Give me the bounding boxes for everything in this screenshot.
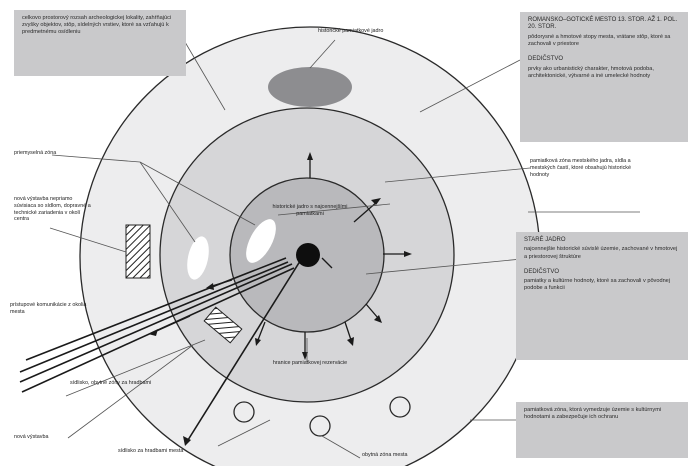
arrow-lower-left [151, 315, 191, 334]
label-left-mid: nová výstavba nepriamo súvisiaca so sídl… [14, 196, 91, 223]
box-bottom-right: pamiatková zóna, ktorá vymedzuje územie … [516, 402, 688, 458]
label-arrows-in: prístupové komunikácie z okolia mesta [10, 302, 87, 315]
box-mid-right-sub-desc: pamiatky a kultúrne hodnoty, ktoré sa za… [524, 278, 671, 292]
box-mid-right-sub-title: DEDIČSTVO [524, 268, 560, 275]
label-bottom-right: obytná zóna mesta [362, 452, 408, 458]
core-to-bottom-line [187, 257, 303, 441]
hatched-rect-bottom [203, 306, 243, 344]
label-bottom-left-2: nová výstavba [14, 434, 49, 440]
core-dot [296, 243, 320, 267]
box-mid-right-title: STARÉ JADRO [524, 237, 566, 243]
label-gate: priemyselná zóna [14, 150, 57, 156]
small-circle-3 [389, 396, 411, 418]
white-oval-left [187, 236, 209, 280]
label-inner-center: historické jadro s najcennejšími pamiatk… [272, 204, 348, 217]
box-mid-right: STARÉ JADRO najcennejšie historické súvi… [516, 232, 688, 360]
box-top-right: ROMANSKO–GOTICKÉ MESTO 13. STOR. AŽ 1. P… [520, 12, 688, 142]
box-mid-right-desc: najcennejšie historické súvislé územie, … [524, 246, 678, 260]
label-right-mid: pamiatková zóna mestského jadra, sídla a… [530, 158, 631, 178]
arrow-upper-right [353, 200, 379, 223]
box-top-right-desc: pôdorysné a hmotové stopy mesta, vrátane… [528, 33, 671, 48]
box-top-right-sub-desc: prvky ako urbanistický charakter, hmotov… [528, 65, 654, 79]
white-oval-inner [246, 219, 276, 263]
small-circle-2 [309, 415, 331, 437]
leader-lines [49, 39, 640, 459]
hatched-rect-left [125, 224, 151, 279]
top-oval [268, 67, 352, 107]
box-top-right-title: ROMANSKO–GOTICKÉ MESTO 13. STOR. AŽ 1. P… [528, 17, 678, 31]
small-circle-1 [233, 401, 255, 423]
arrow-near-core [321, 257, 333, 269]
label-bottom-left-1: sídlisko, obytné zóny za hradbami [70, 380, 152, 386]
box-bottom-right-text: pamiatková zóna, ktorá vymedzuje územie … [524, 407, 662, 421]
label-top-center: historické pamiatkové jadro [318, 28, 384, 34]
box-top-right-sub-title: DEDIČSTVO [528, 56, 564, 63]
box-top-left-text: celkovo prostorový rozsah archeologickej… [22, 15, 172, 36]
radial-arrows [211, 158, 406, 354]
box-top-left: celkovo prostorový rozsah archeologickej… [14, 10, 186, 76]
label-inner-bottom: hranice pamiatkovej rezervácie [272, 360, 348, 366]
core-bottom-arrowhead [183, 436, 191, 446]
label-bottom-center: sídlisko za hradbami mesta [118, 448, 184, 454]
